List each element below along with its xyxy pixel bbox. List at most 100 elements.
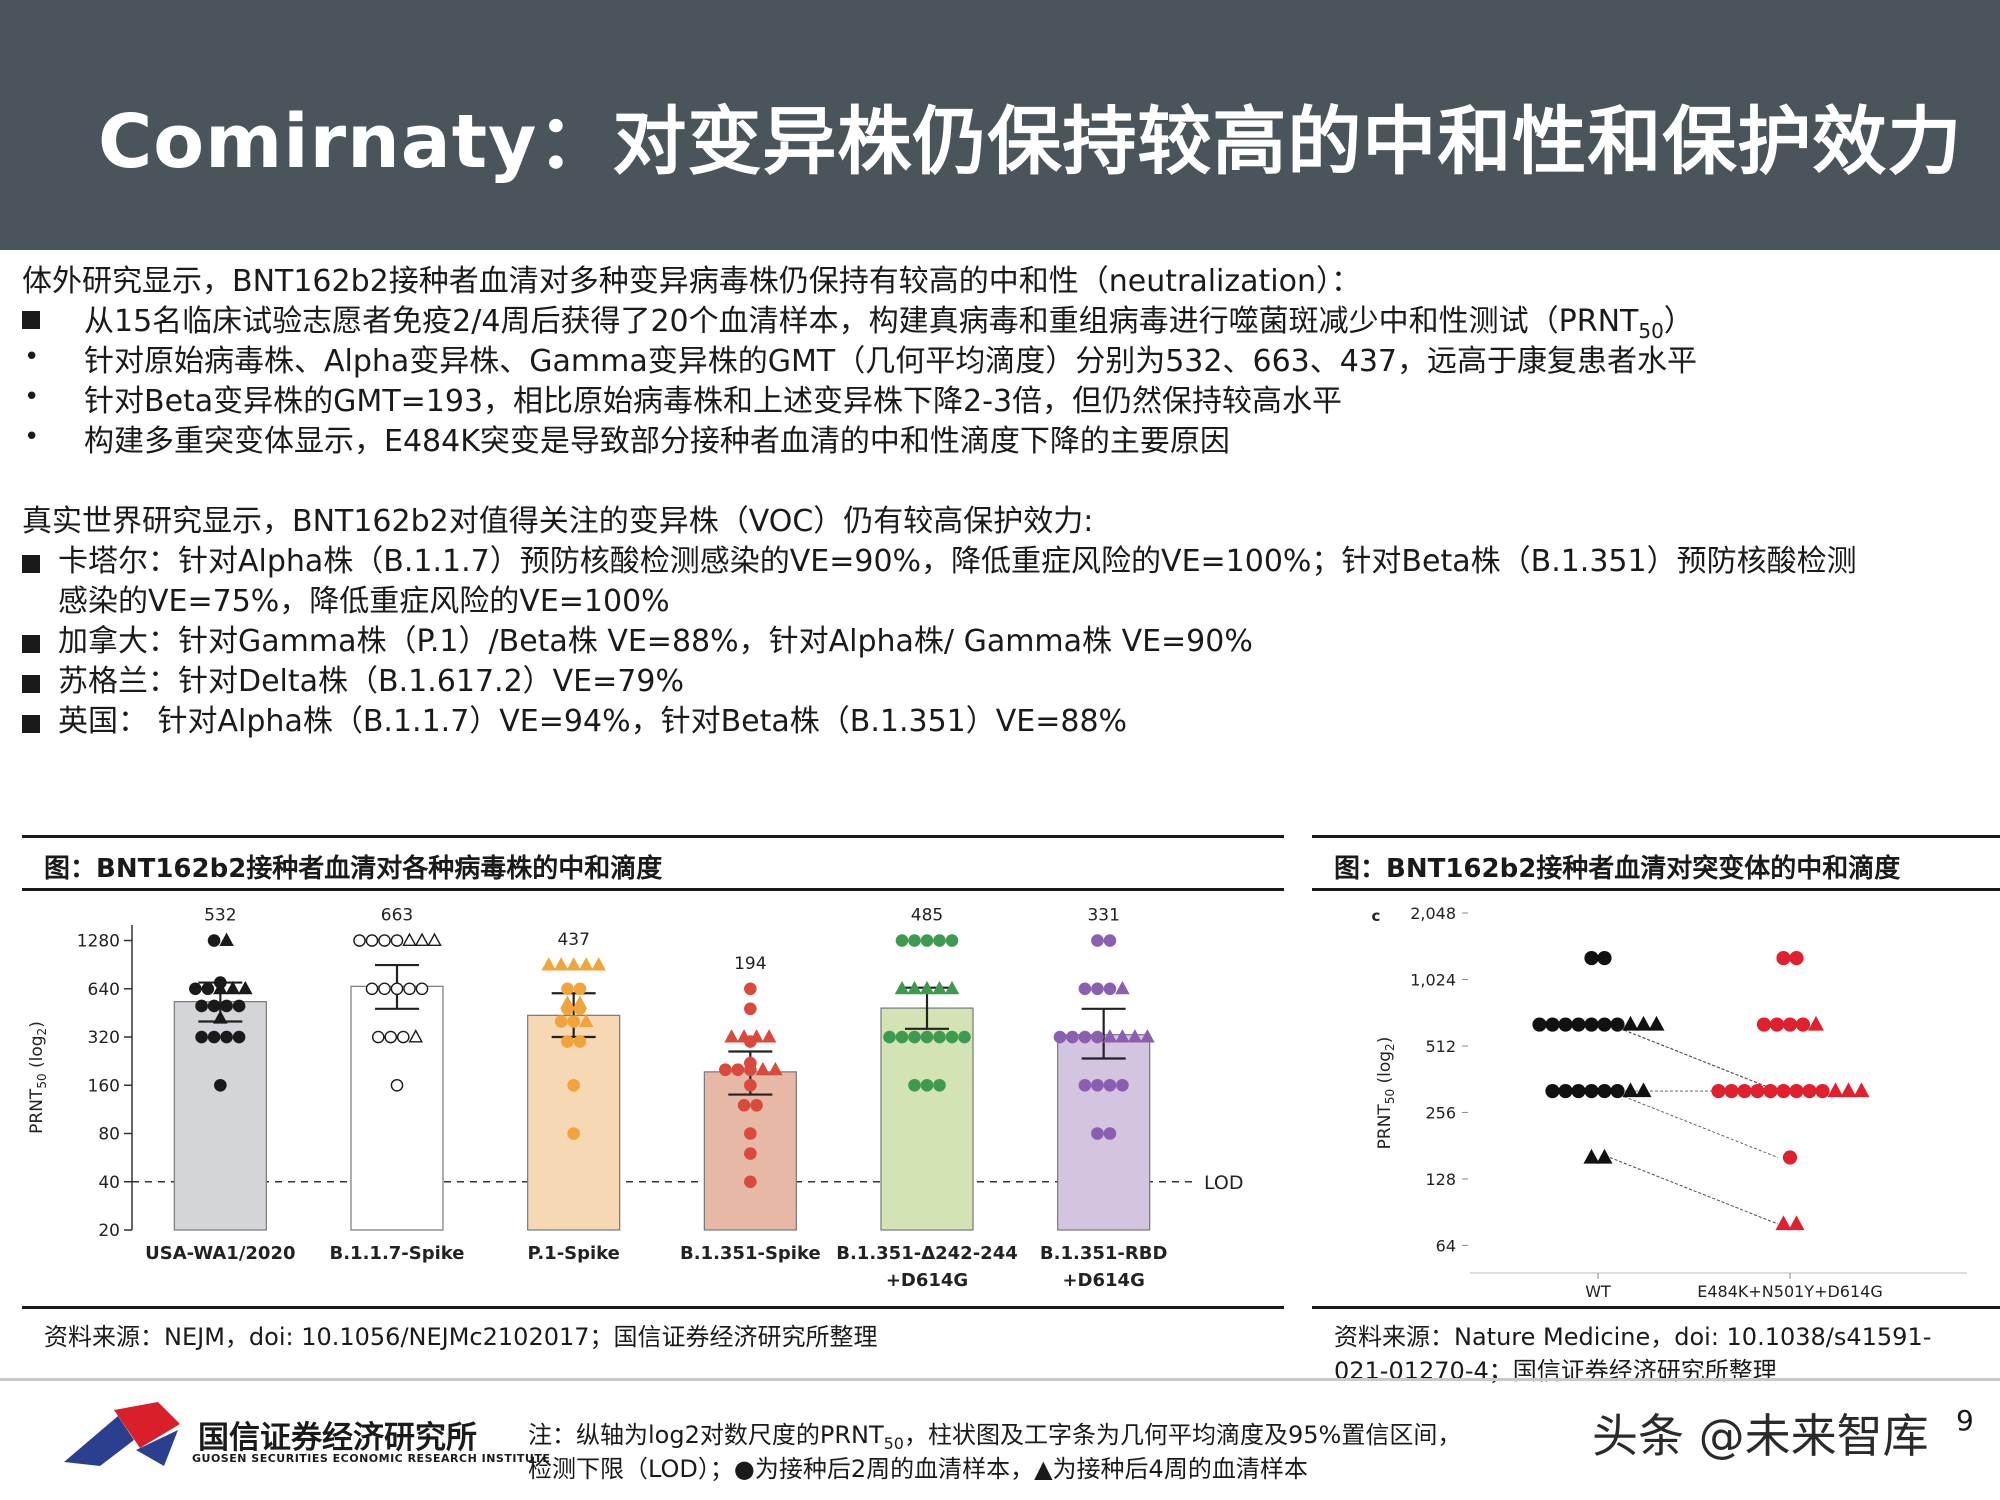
- data-point-circle: [214, 976, 227, 989]
- data-point-circle: [195, 1030, 208, 1044]
- bar-value-label: 194: [734, 954, 766, 974]
- data-point-circle: [1597, 950, 1612, 966]
- logo-text-chinese: 国信证券经济研究所: [198, 1420, 477, 1456]
- x-category-label: B.1.351-Spike: [680, 1243, 821, 1264]
- data-point-triangle: [566, 957, 581, 971]
- data-point-circle: [567, 1127, 580, 1140]
- data-point-circle: [195, 999, 208, 1013]
- data-point-triangle: [1127, 1029, 1143, 1043]
- data-point-circle: [1737, 1083, 1752, 1099]
- data-point-triangle: [1635, 1082, 1652, 1098]
- data-point-circle: [371, 1030, 385, 1044]
- square-bullet-icon: [22, 710, 40, 740]
- data-point-circle: [1545, 1083, 1560, 1099]
- data-point-circle: [1782, 1150, 1798, 1165]
- data-point-triangle: [560, 995, 575, 1009]
- bar-value-label: 663: [381, 906, 413, 926]
- square-bullet-icon: [22, 630, 40, 660]
- data-point-circle: [1782, 1017, 1798, 1032]
- data-point-triangle: [541, 957, 556, 971]
- data-point-circle: [1597, 1017, 1612, 1032]
- data-point-triangle: [553, 957, 569, 971]
- data-point-circle: [1571, 1017, 1586, 1032]
- invitro-bullet-1-end: ）: [1663, 304, 1694, 339]
- data-point-triangle: [944, 980, 960, 995]
- data-point-circle: [1711, 1083, 1726, 1099]
- data-point-triangle: [1788, 1215, 1805, 1231]
- bar-value-label: 437: [557, 930, 589, 950]
- data-point-circle: [214, 1078, 227, 1092]
- data-point-triangle: [572, 995, 588, 1009]
- data-point-circle: [744, 1078, 757, 1092]
- x-category-label-line-2: +D614G: [886, 1270, 968, 1291]
- data-point-circle: [895, 1030, 909, 1044]
- data-point-circle: [378, 982, 391, 996]
- data-point-circle: [189, 982, 202, 996]
- data-point-circle: [1584, 1083, 1599, 1099]
- realworld-heading: 真实世界研究显示，BNT162b2对值得关注的变异株（VOC）仍有较高保护效力:: [22, 504, 1094, 539]
- y-tick-label: 160: [88, 1076, 120, 1096]
- data-point-triangle: [1853, 1082, 1870, 1098]
- data-point-circle: [883, 1030, 896, 1044]
- data-point-circle: [1558, 1083, 1573, 1099]
- data-point-circle: [1103, 1078, 1117, 1092]
- bar: [350, 985, 444, 1231]
- logo-text-english: GUOSEN SECURITIES ECONOMIC RESEARCH INST…: [192, 1452, 551, 1465]
- data-point-circle: [744, 1002, 757, 1016]
- footnote-line-1: 注：纵轴为log2对数尺度的PRNT50，柱状图及工字条为几何平均滴度及95%置…: [528, 1418, 1461, 1461]
- data-point-circle: [201, 982, 215, 996]
- invitro-bullet-3: 针对Beta变异株的GMT=193，相比原始病毒株和上述变异株下降2-3倍，但仍…: [84, 384, 1343, 419]
- y-axis-label-part-1: 50: [35, 1073, 49, 1088]
- pair-connector: [1609, 1090, 1779, 1158]
- bar-value-label: 485: [911, 906, 943, 926]
- data-point-triangle: [768, 1061, 783, 1076]
- data-point-triangle: [578, 1013, 594, 1027]
- data-point-circle: [737, 1098, 751, 1112]
- right-panel-source-line-2: 021-01270-4；国信证券经济研究所整理: [1334, 1357, 1777, 1385]
- data-point-circle: [1776, 950, 1791, 966]
- data-point-circle: [1769, 1017, 1785, 1032]
- lod-label: LOD: [1204, 1172, 1244, 1194]
- data-point-triangle: [402, 932, 417, 947]
- data-point-circle: [1091, 934, 1104, 947]
- data-point-circle: [933, 1078, 946, 1092]
- data-point-triangle: [749, 1029, 764, 1043]
- data-point-circle: [744, 982, 757, 996]
- data-point-circle: [1078, 1078, 1092, 1092]
- data-point-circle: [1103, 1127, 1117, 1140]
- data-point-circle: [920, 934, 934, 947]
- data-point-triangle: [1635, 1015, 1652, 1031]
- right-panel-source-line-1: 资料来源：Nature Medicine，doi: 10.1038/s41591…: [1334, 1323, 1932, 1351]
- data-point-circle: [390, 982, 404, 996]
- mutant-titer-scatter-chart: c 64 128 256 512 1,024 2,048 PRNT50 (log2) WT E48…: [1372, 904, 1967, 1301]
- data-point-circle: [1795, 1017, 1811, 1032]
- data-point-triangle: [213, 1010, 228, 1024]
- left-panel-top-rule: [22, 835, 1284, 838]
- data-point-circle: [573, 982, 587, 996]
- data-point-circle: [1532, 1017, 1547, 1032]
- data-point-triangle: [1140, 1029, 1155, 1043]
- y-axis-label-part-0: PRNT: [27, 1088, 47, 1134]
- y-tick-label: 1280: [77, 932, 120, 952]
- data-point-triangle: [1648, 1015, 1665, 1031]
- realworld-bullet-3: 苏格兰：针对Delta株（B.1.617.2）VE=79%: [58, 664, 684, 699]
- y-tick-label: 80: [98, 1125, 120, 1145]
- x-category-label: B.1.351-RBD: [1040, 1243, 1168, 1264]
- data-point-triangle: [427, 932, 442, 947]
- data-point-circle: [1545, 1017, 1560, 1032]
- y-axis-label-part-1: 50: [1383, 1089, 1397, 1104]
- x-category-label: B.1.351-Δ242-244: [836, 1243, 1018, 1264]
- data-point-circle: [731, 1063, 745, 1077]
- realworld-bullet-4: 英国： 针对Alpha株（B.1.1.7）VE=94%，针对Beta株（B.1.…: [58, 704, 1128, 739]
- left-panel-source: 资料来源：NEJM，doi: 10.1056/NEJMc2102017；国信证券…: [44, 1323, 878, 1351]
- data-point-circle: [1756, 1017, 1772, 1032]
- data-point-triangle: [1622, 1015, 1639, 1031]
- data-point-triangle: [238, 980, 253, 995]
- data-point-circle: [390, 934, 404, 947]
- bar: [527, 1014, 621, 1231]
- data-point-circle: [232, 999, 246, 1013]
- data-point-circle: [1597, 1083, 1612, 1099]
- data-point-circle: [365, 982, 379, 996]
- x-category-label-line-2: +D614G: [1062, 1270, 1144, 1291]
- square-bullet-icon: [22, 306, 40, 336]
